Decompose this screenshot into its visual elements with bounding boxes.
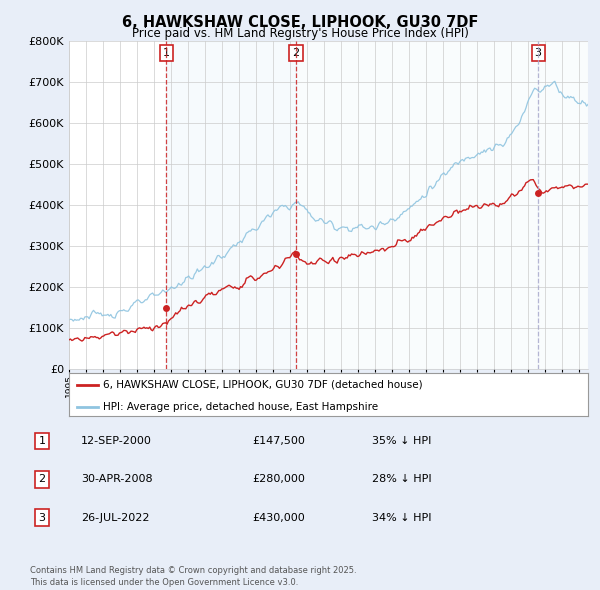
Text: 30-APR-2008: 30-APR-2008 — [81, 474, 152, 484]
Bar — [538, 41, 588, 369]
Text: Contains HM Land Registry data © Crown copyright and database right 2025.
This d: Contains HM Land Registry data © Crown c… — [30, 566, 356, 587]
Text: 1: 1 — [163, 48, 170, 58]
Bar — [296, 41, 538, 369]
Text: 35% ↓ HPI: 35% ↓ HPI — [372, 436, 431, 446]
Text: 1: 1 — [38, 436, 46, 446]
Text: 2: 2 — [292, 48, 299, 58]
Text: £280,000: £280,000 — [252, 474, 305, 484]
Text: 2: 2 — [38, 474, 46, 484]
Text: £147,500: £147,500 — [252, 436, 305, 446]
Bar — [166, 41, 296, 369]
Text: 34% ↓ HPI: 34% ↓ HPI — [372, 513, 431, 523]
Text: 6, HAWKSHAW CLOSE, LIPHOOK, GU30 7DF (detached house): 6, HAWKSHAW CLOSE, LIPHOOK, GU30 7DF (de… — [103, 380, 422, 390]
Text: £430,000: £430,000 — [252, 513, 305, 523]
Text: 6, HAWKSHAW CLOSE, LIPHOOK, GU30 7DF: 6, HAWKSHAW CLOSE, LIPHOOK, GU30 7DF — [122, 15, 478, 30]
Text: 3: 3 — [535, 48, 542, 58]
Text: HPI: Average price, detached house, East Hampshire: HPI: Average price, detached house, East… — [103, 402, 378, 412]
Text: 26-JUL-2022: 26-JUL-2022 — [81, 513, 149, 523]
Text: 12-SEP-2000: 12-SEP-2000 — [81, 436, 152, 446]
Text: Price paid vs. HM Land Registry's House Price Index (HPI): Price paid vs. HM Land Registry's House … — [131, 27, 469, 40]
Text: 3: 3 — [38, 513, 46, 523]
Text: 28% ↓ HPI: 28% ↓ HPI — [372, 474, 431, 484]
